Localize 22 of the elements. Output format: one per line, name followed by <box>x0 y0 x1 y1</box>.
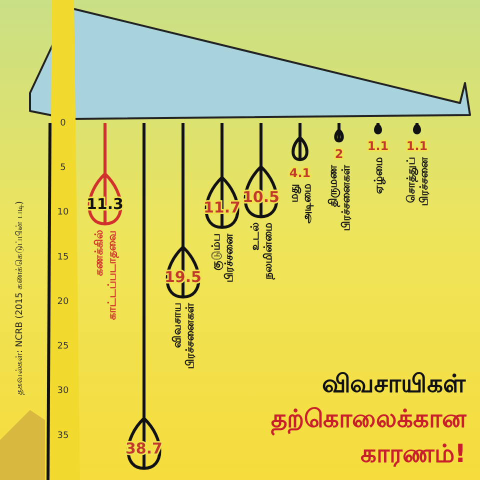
x-tick-label: சொத்துப் பிரச்சனை <box>404 156 430 206</box>
y-tick-label: 35 <box>57 430 69 441</box>
x-tick-label: விவசாய பிரச்சனைகள் <box>170 302 196 370</box>
data-label: 1.1 <box>367 139 389 154</box>
data-label: 4.1 <box>289 166 311 180</box>
x-tick-label: திருமண பிரச்சனைகள் <box>326 164 352 231</box>
x-tick-label: மது அடிமை <box>288 184 314 224</box>
text: தகவல்கள்: NCRB (2015 கணக்கெடுப்பின் படி) <box>15 201 25 395</box>
y-tick-label: 5 <box>60 163 66 174</box>
text: விவசாயிகள் தற்கொலைக்கான காரணம்! <box>271 369 467 468</box>
y-tick-label: 20 <box>57 296 69 307</box>
x-tick-label: உடல் நலமின்மை <box>248 222 276 281</box>
x-tick-label: ஏழ்மை <box>372 156 386 194</box>
data-label: 2 <box>334 147 344 162</box>
y-tick-label: 0 <box>60 118 66 128</box>
y-tick-label: 10 <box>57 208 69 218</box>
data-label: 1.1 <box>406 139 428 154</box>
y-tick-label: 30 <box>57 386 69 396</box>
y-tick-label: 15 <box>57 252 69 262</box>
x-tick-label: கணக்கில் காட்டப்படாதவை <box>92 230 120 320</box>
x-tick-label: குடும்ப பிரச்சனை <box>210 233 236 282</box>
y-tick-label: 25 <box>57 342 69 352</box>
